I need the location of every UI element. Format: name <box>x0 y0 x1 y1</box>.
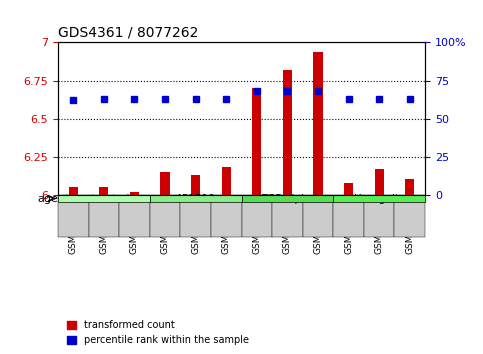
Text: GDS4361 / 8077262: GDS4361 / 8077262 <box>58 26 199 40</box>
Text: TGF-alpha: TGF-alpha <box>261 194 314 204</box>
FancyBboxPatch shape <box>150 195 242 202</box>
Bar <box>405 179 414 195</box>
FancyBboxPatch shape <box>333 195 364 237</box>
FancyBboxPatch shape <box>242 195 272 237</box>
Legend: transformed count, percentile rank within the sample: transformed count, percentile rank withi… <box>63 316 253 349</box>
Bar <box>160 172 170 195</box>
FancyBboxPatch shape <box>88 195 119 237</box>
FancyBboxPatch shape <box>272 195 303 237</box>
Text: untreated: untreated <box>78 194 129 204</box>
Bar <box>313 52 323 195</box>
FancyBboxPatch shape <box>150 195 180 237</box>
Bar <box>344 183 353 195</box>
Bar <box>130 192 139 195</box>
FancyBboxPatch shape <box>303 195 333 237</box>
FancyBboxPatch shape <box>242 195 333 202</box>
FancyBboxPatch shape <box>395 195 425 237</box>
FancyBboxPatch shape <box>58 195 150 202</box>
FancyBboxPatch shape <box>364 195 395 237</box>
Bar <box>283 70 292 195</box>
FancyBboxPatch shape <box>58 195 88 237</box>
FancyBboxPatch shape <box>180 195 211 237</box>
Bar <box>375 169 384 195</box>
FancyBboxPatch shape <box>119 195 150 237</box>
Text: Heregulin: Heregulin <box>354 194 404 204</box>
Bar <box>191 175 200 195</box>
Bar <box>99 187 109 195</box>
Text: AP1510: AP1510 <box>176 194 215 204</box>
Bar <box>222 167 231 195</box>
Bar <box>252 88 261 195</box>
FancyBboxPatch shape <box>333 195 425 202</box>
Bar <box>69 187 78 195</box>
FancyBboxPatch shape <box>211 195 242 237</box>
Text: agent: agent <box>37 194 69 204</box>
